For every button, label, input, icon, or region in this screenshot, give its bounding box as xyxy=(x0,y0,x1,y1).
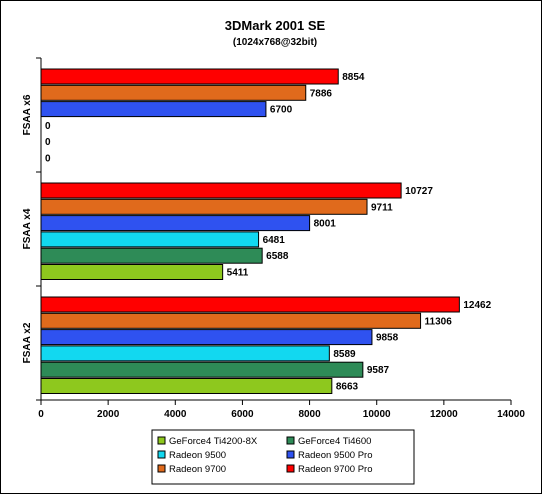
x-tick-label: 8000 xyxy=(298,409,321,420)
bar-value-label: 6481 xyxy=(263,235,286,246)
bar xyxy=(40,101,267,118)
legend-label: GeForce4 Ti4600 xyxy=(298,436,371,447)
bar xyxy=(40,68,339,85)
legend-swatch xyxy=(286,450,295,459)
legend-swatch xyxy=(157,450,166,459)
bar-value-label: 8663 xyxy=(336,382,359,393)
legend-label: Radeon 9700 Pro xyxy=(298,464,372,475)
chart-subtitle: (1024x768@32bit) xyxy=(233,37,317,48)
bar xyxy=(40,361,364,378)
bar-value-label: 0 xyxy=(45,121,51,132)
bar-value-label: 0 xyxy=(45,154,51,165)
x-tick-label: 4000 xyxy=(164,409,187,420)
legend-swatch xyxy=(286,436,295,445)
bar-value-label: 7886 xyxy=(310,88,333,99)
legend-label: Radeon 9500 xyxy=(169,450,226,461)
bar-value-label: 11306 xyxy=(425,316,453,327)
bar xyxy=(40,296,460,313)
bar xyxy=(40,329,373,346)
legend-box xyxy=(151,429,415,485)
bar xyxy=(40,182,402,199)
x-tick-label: 12000 xyxy=(430,409,458,420)
x-tick-label: 10000 xyxy=(363,409,391,420)
y-group-label: FSAA x2 xyxy=(22,322,33,363)
bar-value-label: 0 xyxy=(45,137,51,148)
bar xyxy=(40,84,307,101)
legend-swatch xyxy=(157,436,166,445)
legend-swatch xyxy=(157,464,166,473)
y-group-label: FSAA x4 xyxy=(22,208,33,249)
legend-swatch xyxy=(286,464,295,473)
bar xyxy=(40,231,260,248)
x-tick-label: 6000 xyxy=(231,409,254,420)
bar xyxy=(40,215,311,232)
x-tick-label: 2000 xyxy=(97,409,120,420)
bar-value-label: 9711 xyxy=(371,202,393,213)
bar-value-label: 10727 xyxy=(405,186,433,197)
bar xyxy=(40,264,224,280)
bar-value-label: 6588 xyxy=(266,251,289,262)
y-group-label: FSAA x6 xyxy=(22,94,33,135)
x-tick-label: 0 xyxy=(38,409,44,420)
bar xyxy=(40,378,333,394)
bar-value-label: 8589 xyxy=(333,349,356,360)
bar-value-label: 8854 xyxy=(342,72,365,83)
legend-label: Radeon 9700 xyxy=(169,464,226,475)
bar xyxy=(40,198,368,215)
bar xyxy=(40,247,263,264)
bar-value-label: 9858 xyxy=(376,333,399,344)
bar xyxy=(40,312,422,329)
bar-value-label: 9587 xyxy=(367,365,390,376)
x-tick-label: 14000 xyxy=(497,409,525,420)
bar-value-label: 8001 xyxy=(314,219,337,230)
chart-title: 3DMark 2001 SE xyxy=(225,18,326,33)
legend-label: GeForce4 Ti4200-8X xyxy=(169,436,258,447)
bar xyxy=(40,345,330,362)
legend-label: Radeon 9500 Pro xyxy=(298,450,372,461)
bar-value-label: 12462 xyxy=(463,300,491,311)
bar-value-label: 6700 xyxy=(270,105,293,116)
bar-value-label: 5411 xyxy=(227,268,249,279)
